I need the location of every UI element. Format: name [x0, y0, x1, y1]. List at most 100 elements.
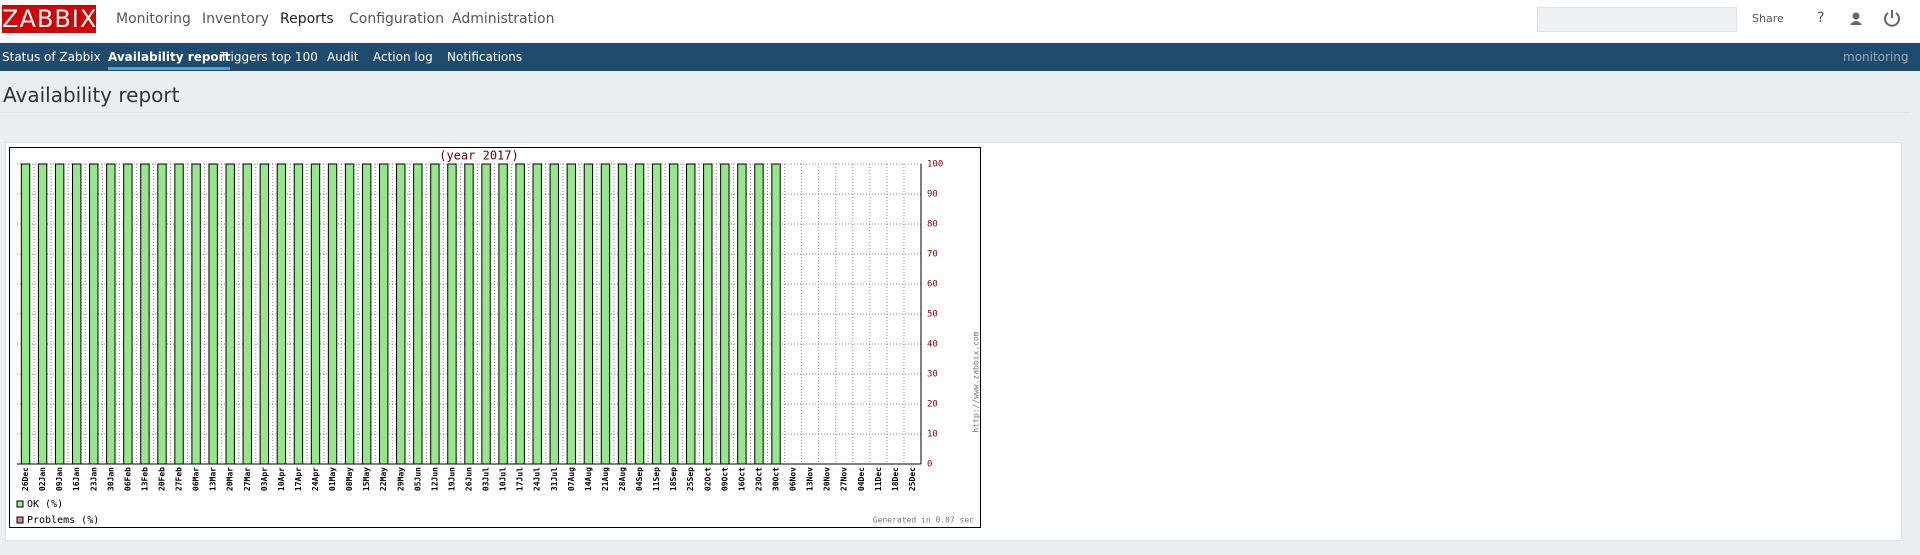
bar — [583, 163, 594, 465]
x-tick-label: 09Oct — [720, 467, 729, 491]
sub-nav — [0, 43, 1920, 71]
sub-nav-item[interactable]: Notifications — [447, 50, 523, 64]
bar — [498, 163, 508, 465]
sub-nav-item[interactable]: Triggers top 100 — [220, 50, 318, 64]
x-tick-label: 08May — [345, 467, 354, 491]
bar — [771, 163, 781, 465]
menu-item[interactable]: Configuration — [349, 11, 444, 27]
x-tick-label: 27Mar — [243, 467, 252, 491]
x-tick-label: 30Oct — [772, 467, 781, 491]
bar — [310, 163, 321, 465]
legend-label: Problems (%) — [27, 515, 99, 526]
bar — [242, 163, 252, 465]
page-title: Availability report — [3, 83, 180, 107]
x-tick-label: 07Aug — [567, 467, 576, 491]
x-tick-label: 05Jun — [413, 467, 422, 491]
bar — [225, 163, 235, 465]
bar — [174, 163, 184, 465]
x-tick-label: 30Jan — [106, 467, 115, 491]
bar — [720, 163, 730, 465]
x-tick-label: 19Jun — [447, 467, 456, 491]
menu-item[interactable]: Monitoring — [116, 11, 191, 27]
bar — [668, 163, 679, 465]
y-tick-label: 70 — [927, 250, 938, 260]
x-tick-label: 03Apr — [260, 467, 269, 491]
menu-item[interactable]: Reports — [280, 11, 334, 27]
legend-label: OK (%) — [27, 499, 63, 510]
bar — [259, 163, 270, 465]
x-tick-label: 11Dec — [874, 467, 883, 491]
x-tick-label: 31Jul — [550, 467, 559, 491]
bar — [123, 163, 133, 465]
x-tick-label: 25Sep — [686, 467, 695, 491]
bar — [532, 163, 542, 465]
x-tick-label: 27Nov — [840, 467, 849, 491]
bar — [54, 163, 65, 465]
bar — [566, 163, 577, 465]
bar — [481, 163, 491, 465]
x-tick-label: 18Dec — [891, 467, 900, 491]
x-tick-label: 14Aug — [584, 467, 593, 491]
bar — [89, 163, 99, 465]
sub-nav-item[interactable]: Audit — [327, 50, 359, 64]
y-tick-label: 50 — [927, 310, 938, 320]
x-tick-label: 21Aug — [601, 467, 610, 491]
y-tick-label: 40 — [927, 340, 938, 350]
bar — [464, 163, 474, 465]
sub-nav-item[interactable]: Availability report — [108, 50, 231, 70]
user-icon[interactable] — [1852, 12, 1860, 20]
search-box[interactable] — [1537, 7, 1737, 32]
bar — [293, 163, 304, 465]
generated-note: Generated in 0.07 sec — [873, 516, 974, 525]
bar — [361, 163, 372, 465]
menu-item[interactable]: Inventory — [202, 11, 269, 27]
y-tick-label: 30 — [927, 370, 938, 380]
x-tick-label: 25Dec — [908, 467, 917, 491]
x-tick-label: 11Sep — [652, 467, 661, 491]
bar — [754, 163, 764, 465]
header-icons — [1850, 10, 1900, 27]
logo[interactable]: ZABBIX — [2, 5, 98, 33]
y-tick-label: 60 — [927, 280, 938, 290]
bar — [157, 163, 167, 465]
x-tick-label: 04Dec — [857, 467, 866, 491]
menu-item[interactable]: Administration — [452, 11, 555, 27]
sub-nav-item[interactable]: Action log — [373, 50, 433, 64]
power-icon[interactable] — [1884, 12, 1900, 27]
x-tick-label: 22May — [379, 467, 388, 491]
bar — [413, 163, 423, 465]
bar — [549, 163, 559, 465]
watermark: http://www.zabbix.com — [972, 331, 981, 432]
chart: (year 2017) 0 10 20 30 40 50 60 70 80 90 100 26Dec 0… — [9, 147, 981, 528]
bar — [208, 163, 218, 465]
x-tick-label: 29May — [396, 467, 405, 491]
bar — [703, 163, 713, 465]
bar — [344, 163, 355, 465]
bar — [737, 163, 747, 465]
x-tick-label: 16Jan — [72, 467, 81, 491]
help-button[interactable]: ? — [1817, 10, 1825, 26]
sub-nav-item[interactable]: Status of Zabbix — [2, 50, 101, 64]
bar — [447, 163, 457, 465]
bar — [20, 163, 31, 465]
share-button[interactable]: Share — [1752, 12, 1784, 25]
x-tick-label: 20Feb — [157, 467, 166, 491]
x-tick-label: 20Nov — [823, 467, 832, 491]
x-tick-label: 04Sep — [635, 467, 644, 491]
y-tick-label: 90 — [927, 190, 938, 200]
x-tick-label: 13Mar — [209, 467, 218, 491]
bar — [651, 163, 662, 465]
x-tick-label: 16Oct — [737, 467, 746, 491]
bar — [276, 163, 287, 465]
x-tick-label: 24Jul — [533, 467, 542, 491]
y-tick-label: 10 — [927, 430, 938, 440]
x-tick-label: 17Apr — [294, 467, 303, 491]
sub-nav-right: monitoring — [1843, 50, 1909, 64]
x-tick-label: 02Jan — [38, 467, 47, 491]
x-tick-label: 06Nov — [789, 467, 798, 491]
x-tick-label: 27Feb — [175, 467, 184, 491]
x-tick-label: 20Mar — [226, 467, 235, 491]
y-tick-label: 100 — [927, 160, 943, 170]
